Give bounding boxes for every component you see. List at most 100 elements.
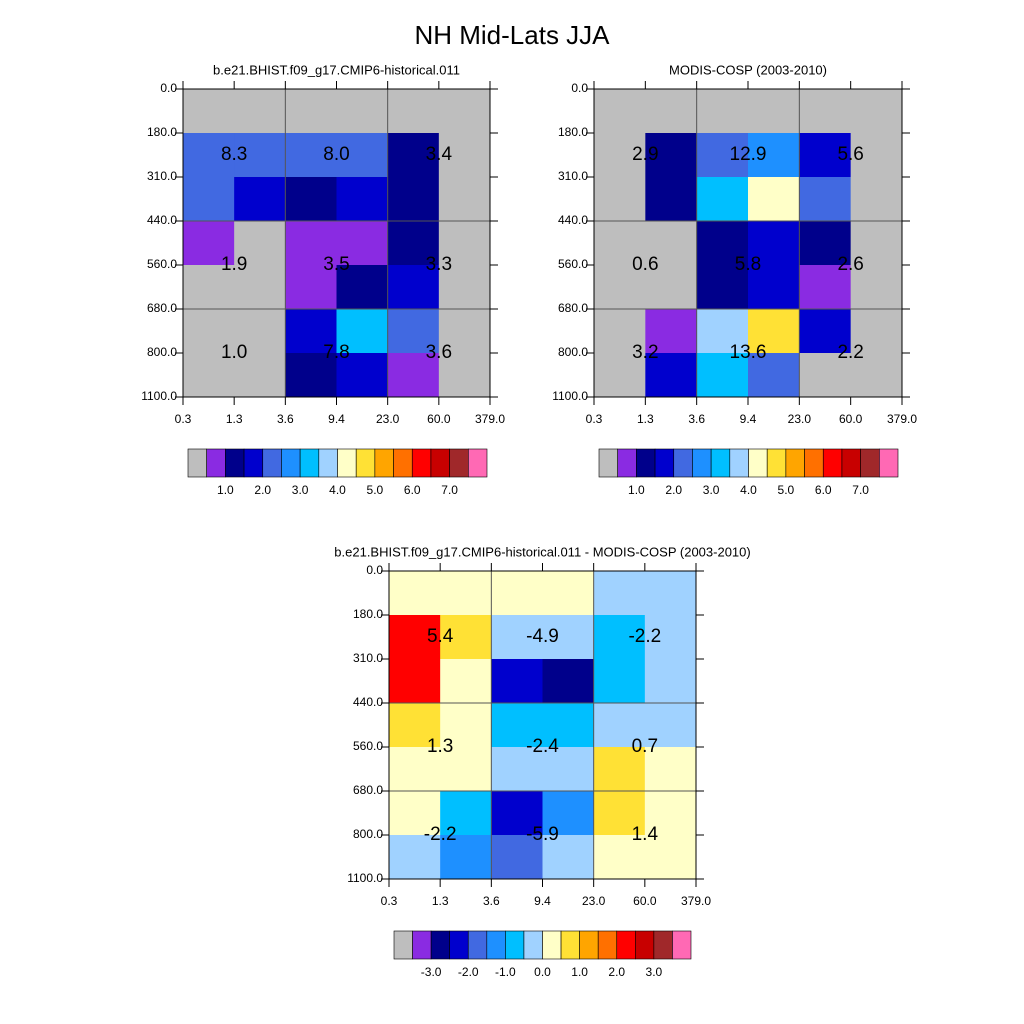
colorbar-label: 7.0 — [441, 483, 458, 497]
panel-title: MODIS-COSP (2003-2010) — [669, 62, 827, 77]
y-tick-label: 440.0 — [353, 695, 383, 709]
y-tick-label: 800.0 — [353, 827, 383, 841]
block-label: 3.4 — [426, 144, 453, 165]
cell — [542, 747, 595, 792]
cell — [234, 89, 286, 134]
cell — [593, 615, 646, 660]
x-tick-label: 0.3 — [381, 894, 398, 908]
cell — [389, 615, 441, 660]
cell — [336, 89, 389, 134]
cell — [336, 309, 389, 354]
colorbar-box — [653, 930, 673, 960]
cell — [387, 89, 440, 134]
cell — [438, 133, 491, 178]
block-label: 3.5 — [323, 254, 349, 275]
colorbar-label: -3.0 — [421, 965, 442, 979]
block-label: 0.6 — [632, 254, 658, 275]
colorbar-box — [822, 448, 843, 478]
cell — [389, 791, 441, 836]
cell — [748, 177, 800, 222]
colorbar-box — [617, 448, 637, 478]
x-tick-label: 23.0 — [582, 894, 606, 908]
cell — [542, 659, 595, 704]
colorbar-box — [449, 930, 469, 960]
cell — [336, 133, 389, 178]
colorbar-label: 6.0 — [815, 483, 832, 497]
colorbar-box — [393, 930, 413, 960]
cell — [696, 265, 749, 310]
colorbar-box — [262, 448, 282, 478]
cell — [183, 133, 235, 178]
y-tick-label: 560.0 — [353, 739, 383, 753]
cell — [799, 177, 852, 222]
cell — [387, 265, 440, 310]
cell — [542, 703, 595, 748]
block-label: -5.9 — [526, 824, 559, 845]
block-label: 5.8 — [735, 254, 761, 275]
colorbar-label: 5.0 — [778, 483, 795, 497]
y-tick-label: 1100.0 — [141, 389, 177, 403]
cell — [440, 747, 492, 792]
cell — [644, 747, 697, 792]
block-label: 12.9 — [730, 144, 767, 165]
cell — [645, 133, 698, 178]
cell — [850, 265, 903, 310]
cell — [491, 615, 543, 660]
y-tick-label: 680.0 — [353, 783, 383, 797]
y-tick-label: 560.0 — [558, 257, 588, 271]
cell — [438, 353, 491, 398]
cell — [799, 89, 852, 134]
block-label: 2.2 — [837, 342, 863, 363]
colorbar-box — [672, 930, 692, 960]
colorbar-box — [430, 448, 450, 478]
x-tick-label: 1.3 — [226, 412, 243, 426]
cell — [183, 177, 235, 222]
cell — [850, 177, 903, 222]
y-tick-label: 560.0 — [147, 257, 177, 271]
cell — [440, 835, 492, 880]
cell — [799, 309, 852, 354]
cell — [285, 133, 337, 178]
colorbar-box — [860, 448, 880, 478]
figure-title: NH Mid-Lats JJA — [414, 20, 610, 50]
cell — [389, 747, 441, 792]
colorbar-box — [879, 448, 899, 478]
colorbar-box — [804, 448, 824, 478]
x-tick-label: 9.4 — [534, 894, 551, 908]
colorbar-label: 1.0 — [571, 965, 588, 979]
cell — [438, 265, 491, 310]
cell — [440, 703, 492, 748]
cell — [491, 659, 543, 704]
block-label: 7.8 — [323, 342, 349, 363]
y-tick-label: 0.0 — [571, 81, 588, 95]
cell — [336, 353, 389, 398]
cell — [387, 221, 440, 266]
cell — [748, 353, 800, 398]
block-label: 1.4 — [632, 824, 659, 845]
cell — [696, 353, 749, 398]
cell — [850, 309, 903, 354]
block-label: 8.0 — [323, 144, 349, 165]
cell — [336, 177, 389, 222]
colorbar-box — [579, 930, 599, 960]
cell — [696, 133, 749, 178]
cell — [336, 221, 389, 266]
cell — [183, 265, 235, 310]
colorbar-box — [729, 448, 749, 478]
cell — [799, 133, 852, 178]
colorbar-box — [692, 448, 712, 478]
block-label: -2.2 — [628, 626, 661, 647]
colorbar-box — [468, 448, 488, 478]
colorbar-label: 4.0 — [329, 483, 346, 497]
cell — [644, 615, 697, 660]
cell — [234, 133, 286, 178]
cell — [542, 571, 595, 616]
cell — [387, 177, 440, 222]
y-tick-label: 180.0 — [558, 125, 588, 139]
cell — [645, 353, 698, 398]
y-tick-label: 310.0 — [558, 169, 588, 183]
cell — [645, 221, 698, 266]
cell — [644, 835, 697, 880]
cell — [440, 571, 492, 616]
